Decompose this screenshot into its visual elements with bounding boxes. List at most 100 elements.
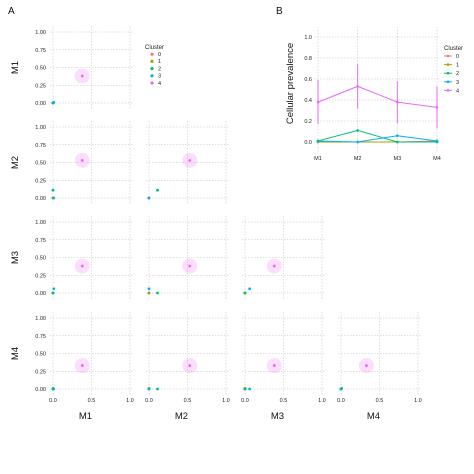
series-point-4 bbox=[396, 100, 399, 104]
row-label-m1: M1 bbox=[10, 61, 21, 74]
legend-label-3: 3 bbox=[456, 80, 459, 86]
point-cluster-2 bbox=[51, 291, 55, 295]
prevalence-line-chart: 0.0 0.2 0.4 0.6 0.8 1.0 M1 M2 M3 M4 Cellular preva… bbox=[285, 27, 463, 162]
x-tick-label: M2 bbox=[354, 156, 362, 162]
point-cluster-2 bbox=[156, 188, 159, 192]
point-cluster-3 bbox=[147, 387, 151, 391]
legend-label-2: 2 bbox=[456, 71, 459, 77]
x-tick-label: 1.0 bbox=[126, 398, 134, 404]
y-tick-label: 0.00 bbox=[35, 291, 46, 297]
point-cluster-3 bbox=[147, 196, 151, 200]
point-cluster-3 bbox=[339, 387, 343, 391]
legend-label-1: 1 bbox=[158, 59, 161, 65]
y-tick-label: 0.8 bbox=[304, 56, 312, 62]
y-tick-label: 0.0 bbox=[304, 140, 312, 146]
point-cluster-2 bbox=[243, 291, 247, 295]
legend-label-0: 0 bbox=[158, 52, 161, 58]
point-cluster-4 bbox=[188, 158, 192, 162]
panel-m1-vs-m1 bbox=[50, 26, 133, 109]
y-tick-label: 0.75 bbox=[35, 238, 46, 244]
series-line-3 bbox=[317, 135, 438, 143]
y-axis-title: Cellular prevalence bbox=[285, 43, 296, 124]
point-cluster-3 bbox=[147, 287, 151, 291]
point-cluster-1 bbox=[147, 291, 151, 295]
point-cluster-4 bbox=[272, 364, 276, 367]
point-cluster-4 bbox=[80, 264, 84, 268]
col-label-m1: M1 bbox=[79, 411, 92, 422]
y-tick-label: 0.4 bbox=[304, 98, 312, 104]
legend-key-4 bbox=[150, 81, 154, 85]
legend-key-dot-2 bbox=[446, 71, 450, 75]
legend-label-1: 1 bbox=[456, 63, 459, 69]
series-point-3 bbox=[396, 134, 399, 137]
x-tick-label: 0.0 bbox=[49, 398, 57, 404]
series-point-3 bbox=[316, 139, 320, 143]
point-cluster-4 bbox=[272, 264, 276, 268]
panel-a-label: A bbox=[8, 6, 15, 17]
legend-key-dot-4 bbox=[446, 89, 450, 92]
point-cluster-4 bbox=[188, 364, 192, 367]
legend-key-0 bbox=[150, 52, 154, 56]
point-cluster-2 bbox=[51, 188, 55, 192]
panel-m4-vs-m3 bbox=[242, 312, 325, 395]
point-cluster-2 bbox=[243, 387, 247, 391]
y-tick-label: 0.25 bbox=[35, 273, 46, 279]
y-tick-label: 0.50 bbox=[35, 161, 46, 167]
x-tick-label: 1.0 bbox=[222, 398, 230, 404]
x-tick-label: 0.0 bbox=[145, 398, 153, 404]
point-cluster-3 bbox=[248, 287, 252, 291]
point-cluster-2 bbox=[156, 387, 159, 391]
x-tick-label: M4 bbox=[433, 156, 441, 162]
legend-key-3 bbox=[150, 74, 154, 78]
x-tick-label: M1 bbox=[314, 156, 322, 162]
panel-m3-vs-m3 bbox=[242, 216, 325, 299]
panel-m2-vs-m1 bbox=[50, 121, 133, 204]
point-cluster-3 bbox=[52, 196, 56, 200]
point-cluster-4 bbox=[80, 158, 84, 162]
series-point-4 bbox=[316, 100, 320, 104]
x-tick-label: 0.5 bbox=[280, 398, 288, 404]
x-tick-label: M3 bbox=[394, 156, 402, 162]
point-cluster-3 bbox=[248, 387, 252, 391]
panel-m4-vs-m4 bbox=[338, 312, 421, 395]
y-tick-label: 0.50 bbox=[35, 352, 46, 358]
legend-key-2 bbox=[150, 67, 154, 71]
y-tick-label: 0.2 bbox=[304, 119, 312, 125]
point-cluster-4 bbox=[80, 74, 84, 78]
y-tick-label: 0.50 bbox=[35, 66, 46, 72]
series-point-2 bbox=[396, 140, 399, 144]
point-cluster-3 bbox=[52, 287, 56, 291]
series-line-2 bbox=[317, 129, 437, 143]
y-tick-label: 0.00 bbox=[35, 101, 46, 107]
y-tick-label: 0.6 bbox=[304, 77, 312, 83]
panel-m4-vs-m2 bbox=[146, 312, 229, 395]
row-label-m3: M3 bbox=[10, 251, 21, 264]
point-cluster-4 bbox=[365, 364, 368, 367]
point-cluster-4 bbox=[80, 364, 84, 367]
y-tick-label: 0.00 bbox=[35, 387, 46, 393]
y-tick-label: 1.00 bbox=[35, 125, 46, 131]
y-tick-label: 1.00 bbox=[35, 30, 46, 36]
x-tick-label: 0.5 bbox=[376, 398, 384, 404]
panel-m3-vs-m1 bbox=[50, 216, 133, 299]
y-tick-label: 0.00 bbox=[35, 196, 46, 202]
y-tick-label: 0.25 bbox=[35, 369, 46, 375]
series-point-4 bbox=[435, 106, 439, 109]
x-tick-label: 0.0 bbox=[241, 398, 249, 404]
row-label-m2: M2 bbox=[10, 156, 21, 169]
point-cluster-4 bbox=[188, 264, 192, 268]
series-point-4 bbox=[356, 85, 359, 88]
legend-label-3: 3 bbox=[158, 74, 161, 80]
legend-label-0: 0 bbox=[456, 54, 459, 60]
y-tick-label: 0.25 bbox=[35, 83, 46, 89]
legend-key-dot-0 bbox=[446, 54, 450, 58]
panel-m4-vs-m1 bbox=[50, 312, 133, 395]
series-point-3 bbox=[435, 139, 439, 143]
series-point-2 bbox=[356, 129, 359, 132]
series-line-4 bbox=[317, 85, 438, 108]
col-label-m4: M4 bbox=[367, 411, 380, 422]
x-tick-label: 1.0 bbox=[414, 398, 422, 404]
y-tick-label: 0.75 bbox=[35, 334, 46, 340]
point-cluster-3 bbox=[52, 387, 56, 391]
x-tick-label: 0.5 bbox=[184, 398, 192, 404]
